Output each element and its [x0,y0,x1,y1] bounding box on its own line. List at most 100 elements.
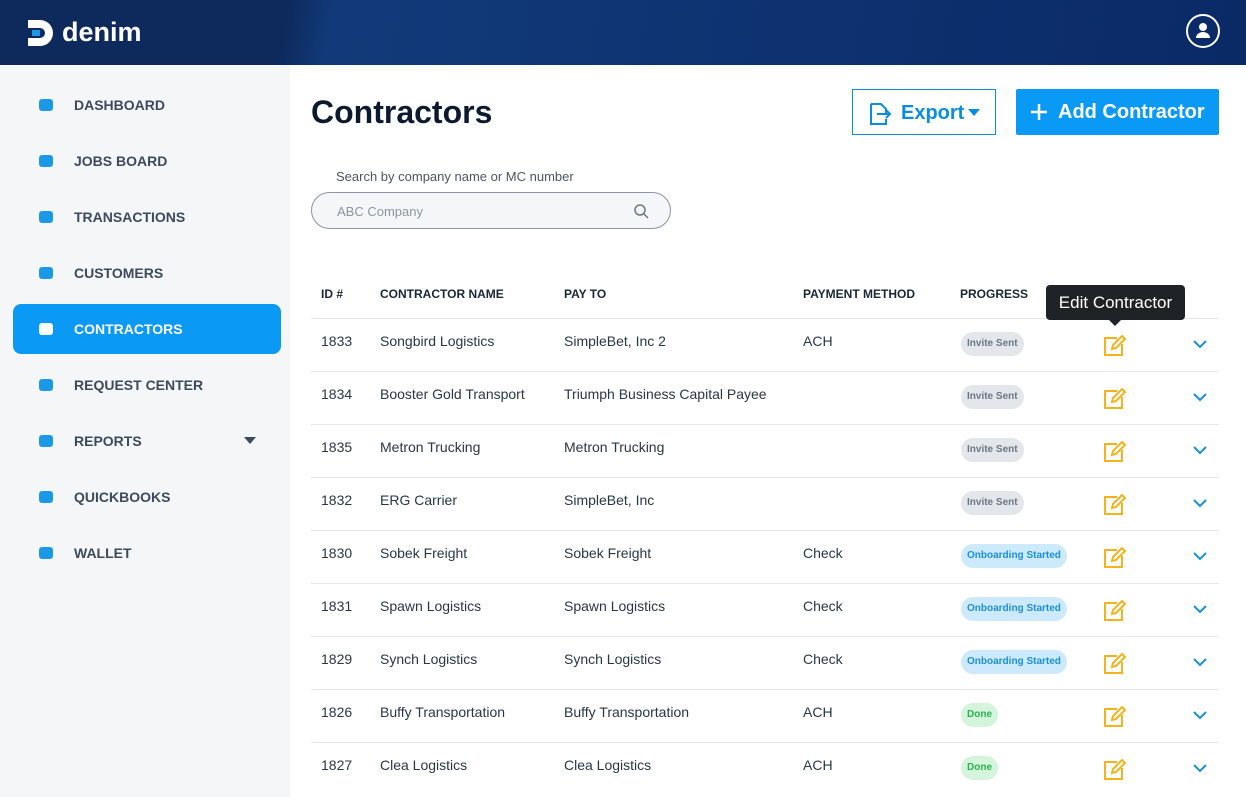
expand-chevron[interactable] [1193,760,1207,773]
nav-label: CUSTOMERS [74,265,164,281]
edit-icon[interactable] [1103,440,1127,463]
column-header: CONTRACTOR NAME [380,287,504,301]
cell-method: ACH [803,333,833,349]
cell-id: 1829 [321,651,353,667]
cell-name: Clea Logistics [380,757,468,773]
cell-name: ERG Carrier [380,492,458,508]
nav-item[interactable]: JOBS BOARD [13,136,281,186]
cell-id: 1831 [321,598,353,614]
nav-icon [39,211,53,223]
table-row[interactable]: 1835 Metron Trucking Metron Trucking Invite… [311,424,1219,478]
edit-icon[interactable] [1103,546,1127,569]
table-row[interactable]: 1832 ERG Carrier SimpleBet, Inc Invite Sent [311,477,1219,531]
cell-pay-to: Spawn Logistics [564,598,666,614]
progress-badge: Onboarding Started [961,650,1067,674]
cell-id: 1832 [321,492,353,508]
table-row[interactable]: 1826 Buffy Transportation Buffy Transporta… [311,689,1219,743]
cell-pay-to: SimpleBet, Inc [564,492,655,508]
column-header: ID # [321,287,344,301]
nav-icon [39,99,53,111]
add-button[interactable]: Add Contractor [1016,89,1219,135]
tooltip: Edit Contractor [1046,285,1185,320]
progress-badge: Invite Sent [961,332,1024,356]
nav-label: WALLET [74,545,132,561]
cell-id: 1833 [321,333,353,349]
nav-label: JOBS BOARD [74,153,168,169]
edit-icon[interactable] [1103,493,1127,516]
table-row[interactable]: 1830 Sobek Freight Sobek Freight Check Onboa… [311,530,1219,584]
cell-pay-to: Sobek Freight [564,545,652,561]
progress-badge: Invite Sent [961,438,1024,462]
progress-badge: Invite Sent [961,385,1024,409]
cell-method: Check [803,651,843,667]
tooltip-arrow [1109,320,1121,326]
edit-icon[interactable] [1103,705,1127,728]
cell-pay-to: Triumph Business Capital Payee [564,386,767,402]
cell-name: Booster Gold Transport [380,386,525,402]
nav-icon [39,491,53,503]
table-row[interactable]: 1833 Songbird Logistics SimpleBet, Inc 2 AC… [311,318,1219,372]
cell-pay-to: Metron Trucking [564,439,665,455]
progress-badge: Done [961,756,998,780]
avatar[interactable] [1186,14,1220,48]
cell-name: Sobek Freight [380,545,468,561]
table-row[interactable]: 1827 Clea Logistics Clea Logistics ACH Done [311,742,1219,796]
page-title: Contractors [311,94,493,130]
edit-icon[interactable] [1103,758,1127,781]
nav-label: REQUEST CENTER [74,377,204,393]
nav-item[interactable]: QUICKBOOKS [13,472,281,522]
cell-method: Check [803,598,843,614]
nav-label: CONTRACTORS [74,321,183,337]
nav-item[interactable]: REPORTS [13,416,281,466]
cell-id: 1830 [321,545,353,561]
search-input[interactable]: ABC Company [311,192,671,229]
nav-item[interactable]: REQUEST CENTER [13,360,281,410]
export-label: Export [901,102,965,124]
nav-item[interactable]: DASHBOARD [13,80,281,130]
cell-pay-to: Clea Logistics [564,757,652,773]
export-button[interactable]: Export [852,89,996,135]
table-row[interactable]: 1829 Synch Logistics Synch Logistics Check O… [311,636,1219,690]
nav-icon [39,547,53,559]
nav-icon [39,155,53,167]
nav-item[interactable]: CONTRACTORS [13,304,281,354]
edit-icon[interactable] [1103,334,1127,357]
nav-item[interactable]: WALLET [13,528,281,578]
edit-icon[interactable] [1103,599,1127,622]
cell-id: 1826 [321,704,353,720]
expand-chevron[interactable] [1193,548,1207,561]
cell-name: Spawn Logistics [380,598,482,614]
brand: denim [62,17,142,47]
cell-method: ACH [803,704,833,720]
nav-item[interactable]: TRANSACTIONS [13,192,281,242]
table-row[interactable]: 1834 Booster Gold Transport Triumph Busine… [311,371,1219,425]
nav-icon [39,323,53,335]
column-header: PROGRESS [960,287,1029,301]
caret [244,437,256,444]
nav-label: REPORTS [74,433,142,449]
cell-name: Buffy Transportation [380,704,506,720]
edit-icon[interactable] [1103,387,1127,410]
expand-chevron[interactable] [1193,442,1207,455]
expand-chevron[interactable] [1193,654,1207,667]
cell-id: 1834 [321,386,353,402]
add-label: Add Contractor [1058,101,1205,123]
nav-item[interactable]: CUSTOMERS [13,248,281,298]
expand-chevron[interactable] [1193,707,1207,720]
cell-method: ACH [803,757,833,773]
table-row[interactable]: 1831 Spawn Logistics Spawn Logistics Check O… [311,583,1219,637]
expand-chevron[interactable] [1193,601,1207,614]
nav-icon [39,435,53,447]
cell-method: Check [803,545,843,561]
expand-chevron[interactable] [1193,336,1207,349]
search-label: Search by company name or MC number [336,169,574,184]
progress-badge: Onboarding Started [961,597,1067,621]
cell-pay-to: Synch Logistics [564,651,662,667]
cell-id: 1835 [321,439,353,455]
cell-id: 1827 [321,757,353,773]
expand-chevron[interactable] [1193,389,1207,402]
nav-label: QUICKBOOKS [74,489,171,505]
expand-chevron[interactable] [1193,495,1207,508]
edit-icon[interactable] [1103,652,1127,675]
